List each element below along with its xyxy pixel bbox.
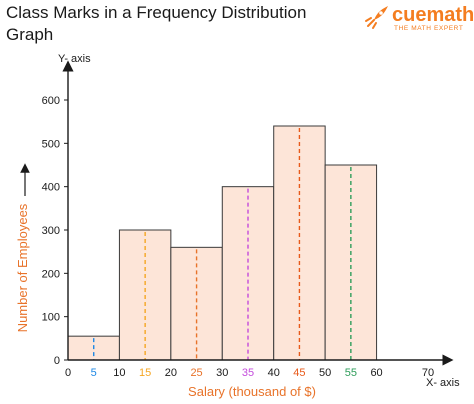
- rocket-icon: [365, 6, 388, 29]
- x-tick-label-0: 0: [65, 367, 71, 379]
- class-mark-lines: [93, 128, 352, 360]
- x-tick-label-5: 5: [91, 367, 97, 379]
- y-tick-label-400: 400: [42, 182, 60, 194]
- y-tick-label-200: 200: [42, 268, 60, 280]
- cuemath-logo: cuemath THE MATH EXPERT: [362, 4, 474, 34]
- y-tick-label-100: 100: [42, 312, 60, 324]
- logo-tagline: THE MATH EXPERT: [394, 25, 464, 32]
- x-tick-label-25: 25: [190, 367, 202, 379]
- x-tick-labels: 0 5 10 15 20 25 30 35 40 45 50 55 60 70: [65, 367, 434, 379]
- logo-name: cuemath: [392, 4, 474, 26]
- x-tick-label-15: 15: [139, 367, 151, 379]
- y-tick-labels: 0 100 200 300 400 500 600: [42, 95, 68, 367]
- chart-title: Class Marks in a Frequency Distribution …: [6, 3, 307, 44]
- x-tick-label-40: 40: [268, 367, 280, 379]
- x-tick-label-70: 70: [422, 367, 434, 379]
- x-tick-label-55: 55: [345, 367, 357, 379]
- histogram-bars: [67, 125, 378, 361]
- x-axis-label: Salary (thousand of $): [188, 384, 316, 399]
- y-axis-name: Y- axis: [58, 53, 91, 65]
- axes: [62, 60, 454, 366]
- x-tick-label-30: 30: [216, 367, 228, 379]
- y-tick-label-600: 600: [42, 95, 60, 107]
- x-axis-name: X- axis: [426, 377, 460, 389]
- x-tick-label-20: 20: [165, 367, 177, 379]
- y-axis-label: Number of Employees: [15, 203, 30, 332]
- x-tick-label-45: 45: [293, 367, 305, 379]
- x-tick-label-10: 10: [113, 367, 125, 379]
- y-tick-label-500: 500: [42, 138, 60, 150]
- x-tick-label-50: 50: [319, 367, 331, 379]
- x-tick-label-60: 60: [370, 367, 382, 379]
- y-tick-label-0: 0: [54, 355, 60, 367]
- y-tick-label-300: 300: [42, 225, 60, 237]
- x-tick-label-35: 35: [242, 367, 254, 379]
